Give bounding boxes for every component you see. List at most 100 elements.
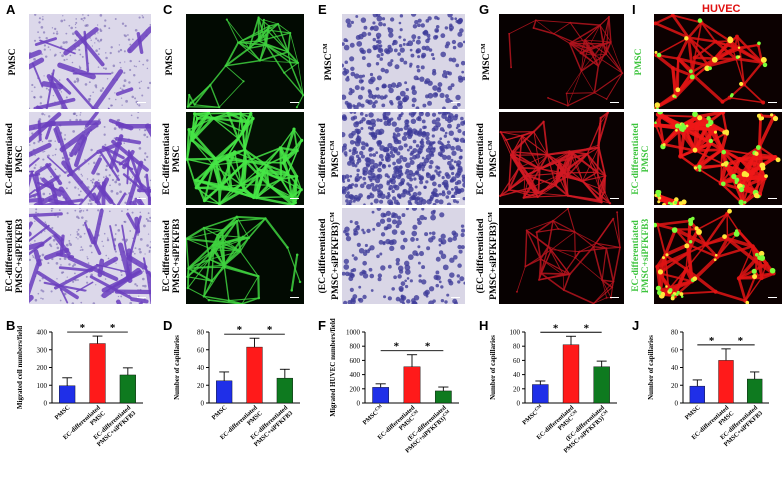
micrograph-i-1 [654, 14, 782, 109]
scale-bar [768, 198, 777, 199]
y-tick-label: 100 [510, 329, 521, 337]
row-label-e-1: PMSCCM [321, 14, 337, 110]
y-tick-label: 0 [675, 400, 679, 408]
scale-bar [290, 198, 299, 199]
y-tick-label: 60 [197, 346, 205, 354]
y-axis-label: Number of capillaries [489, 335, 497, 400]
y-tick-label: 200 [350, 385, 361, 393]
y-tick-label: 0 [201, 400, 205, 408]
significance-star: * [425, 341, 431, 353]
y-tick-label: 20 [197, 382, 205, 390]
y-tick-label: 800 [350, 343, 361, 351]
row-label-g-1: PMSCCM [479, 14, 495, 110]
x-tick-label: PMSC [684, 404, 702, 421]
micrograph-e-3 [342, 208, 465, 304]
y-tick-label: 40 [197, 364, 205, 372]
micrograph-g-3 [499, 208, 624, 304]
svg-text:PMSC: PMSC [211, 404, 229, 421]
y-tick-label: 60 [513, 357, 521, 365]
row-label-c-1: PMSC [165, 14, 181, 110]
y-tick-label: 40 [513, 371, 521, 379]
scale-bar [768, 102, 777, 103]
bar [90, 344, 106, 403]
significance-star: * [738, 335, 744, 347]
row-label-i-1: PMSC [634, 14, 650, 110]
bar [594, 367, 610, 403]
scale-bar [451, 297, 460, 298]
bar [747, 379, 762, 403]
bar [216, 381, 232, 403]
bar [690, 386, 705, 403]
y-axis-label: Migrated HUVEC numbers/field [329, 318, 337, 416]
micrograph-a-3 [29, 208, 151, 304]
scale-bar [137, 102, 146, 103]
bar [563, 345, 579, 403]
micrograph-e-1 [342, 14, 465, 109]
y-tick-label: 400 [37, 329, 48, 337]
x-tick-label: PMSCCM [360, 403, 385, 427]
significance-star: * [237, 324, 243, 336]
significance-star: * [553, 322, 559, 334]
micrograph-g-2 [499, 112, 624, 205]
y-tick-label: 40 [671, 364, 679, 372]
y-tick-label: 80 [197, 329, 205, 337]
scale-bar [290, 297, 299, 298]
micrograph-c-2 [186, 112, 304, 205]
y-tick-label: 600 [350, 357, 361, 365]
significance-star: * [584, 322, 590, 334]
micrograph-e-2 [342, 112, 465, 205]
scale-bar [610, 198, 619, 199]
y-tick-label: 0 [517, 400, 521, 408]
bar [532, 385, 548, 403]
y-tick-label: 80 [513, 343, 521, 351]
significance-star: * [394, 341, 400, 353]
bar [120, 375, 136, 403]
y-tick-label: 80 [671, 329, 679, 337]
significance-star: * [709, 335, 715, 347]
micrograph-a-1 [29, 14, 151, 109]
y-tick-label: 1000 [346, 329, 361, 337]
y-axis-label: Migrated cell numbers/field [16, 326, 24, 409]
micrograph-c-1 [186, 14, 304, 109]
scale-bar [451, 198, 460, 199]
significance-star: * [110, 322, 116, 334]
significance-star: * [267, 324, 273, 336]
bar [719, 360, 734, 403]
micrograph-c-3 [186, 208, 304, 304]
bar [435, 391, 451, 403]
x-tick-label: PMSCCM [520, 403, 545, 427]
scale-bar [290, 102, 299, 103]
bar [59, 386, 75, 403]
y-tick-label: 300 [37, 346, 48, 354]
svg-text:PMSC: PMSC [684, 404, 702, 421]
y-tick-label: 100 [37, 382, 48, 390]
bar [247, 347, 263, 403]
y-tick-label: 20 [513, 385, 521, 393]
svg-text:PMSCCM: PMSCCM [360, 403, 385, 427]
scale-bar [451, 102, 460, 103]
scale-bar [610, 102, 619, 103]
svg-text:PMSCCM: PMSCCM [520, 403, 545, 427]
bar [277, 378, 293, 403]
scale-bar [768, 297, 777, 298]
y-tick-label: 0 [357, 400, 361, 408]
svg-text:PMSC: PMSC [54, 404, 72, 421]
x-tick-label: PMSC [54, 404, 72, 421]
y-tick-label: 200 [37, 364, 48, 372]
y-tick-label: 20 [671, 382, 679, 390]
scale-bar [137, 198, 146, 199]
significance-star: * [80, 322, 86, 334]
